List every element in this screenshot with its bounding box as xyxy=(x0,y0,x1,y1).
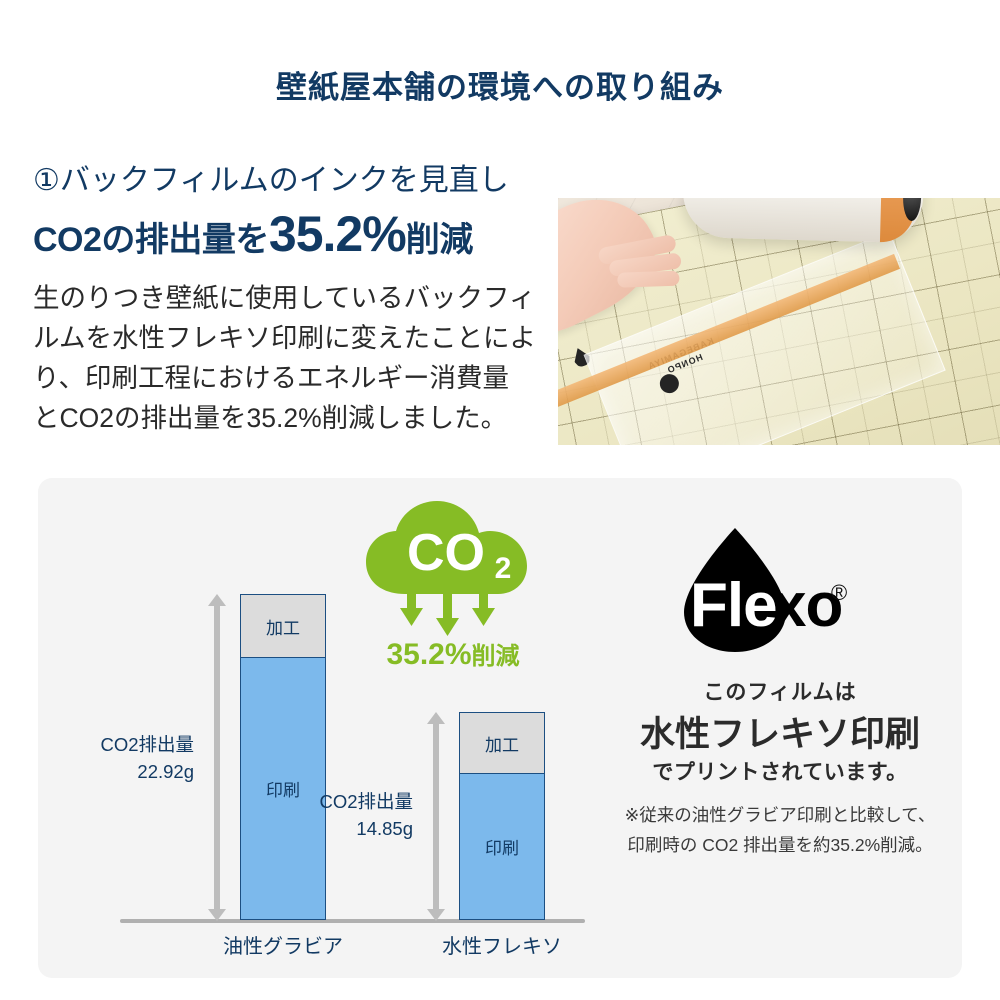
bar1-segment-printing: 印刷 xyxy=(241,658,325,919)
bar1-category-label: 油性グラビア xyxy=(223,936,343,958)
bar-oil-gravure: 加工 印刷 xyxy=(240,594,326,920)
co2-bar-chart: 加工 印刷 CO2排出量 22.92g 油性グラビア 加工 xyxy=(38,478,598,978)
intro-lead-line: ①バックフィルムのインクを見直し xyxy=(33,164,509,197)
bar-water-flexo: 加工 印刷 xyxy=(459,712,545,920)
bar2-emission-title: CO2排出量 xyxy=(319,791,413,812)
body-line-1: 生のりつき壁紙に使用しているバックフィ xyxy=(33,283,536,313)
bar2-segment-processing: 加工 xyxy=(460,713,544,774)
chart-baseline xyxy=(120,919,585,923)
co2-reduction-text: 35.2%削減 xyxy=(358,636,548,672)
bar1-segment-printing-label: 印刷 xyxy=(266,781,300,800)
bar2-segment-printing-label: 印刷 xyxy=(485,839,519,858)
comparison-panel: 加工 印刷 CO2排出量 22.92g 油性グラビア 加工 xyxy=(38,478,962,978)
bar2-emission-label: CO2排出量 14.85g xyxy=(285,788,413,842)
bar1-emission-title: CO2排出量 xyxy=(100,734,194,755)
arrow1-shaft xyxy=(214,604,220,911)
co2-reduction-value: 35.2% xyxy=(386,638,472,671)
co2-reduction-suffix: 削減 xyxy=(471,643,520,670)
arrow1-head-down xyxy=(208,909,226,921)
flexo-line-3: でプリントされています。 xyxy=(652,761,908,784)
co2-reduction-badge: CO 2 35.2%削減 xyxy=(358,496,548,681)
photo-wallpaper-roll xyxy=(682,198,925,244)
intro-headline: CO2の排出量を35.2%削減 xyxy=(33,205,473,263)
bar1-segment-processing-label: 加工 xyxy=(266,618,300,638)
photo-wallpaper-sheet: KABEGAMIYA HONPO xyxy=(558,198,1000,445)
svg-text:CO: CO xyxy=(407,524,485,582)
bar2-category-label: 水性フレキソ xyxy=(442,936,562,958)
flexo-line-2: 水性フレキソ印刷 xyxy=(639,715,920,754)
page-title: 壁紙屋本舗の環境への取り組み xyxy=(276,70,724,105)
flexo-note: ※従来の油性グラビア印刷と比較して、 印刷時の CO2 排出量を約35.2%削減… xyxy=(598,800,962,860)
wallpaper-photo: KABEGAMIYA HONPO xyxy=(558,198,1000,445)
svg-text:Fle: Fle xyxy=(690,571,777,640)
svg-text:2: 2 xyxy=(495,552,512,585)
bar2-segment-printing: 印刷 xyxy=(460,774,544,919)
body-line-4: とCO2の排出量を35.2%削減しました。 xyxy=(33,403,508,433)
arrow2-shaft xyxy=(433,722,439,911)
flexo-logo: Fle xo xyxy=(684,528,843,652)
headline-value: 35.2% xyxy=(268,206,407,262)
bar1-emission-value: 22.92g xyxy=(137,761,194,782)
svg-text:xo: xo xyxy=(772,571,842,640)
bar1-measure-arrow-icon xyxy=(208,594,226,921)
headline-suffix: 削減 xyxy=(405,221,474,259)
arrow2-head-up xyxy=(427,712,445,724)
body-line-2: ルムを水性フレキソ印刷に変えたことによ xyxy=(33,323,536,353)
bar2-emission-value: 14.85g xyxy=(356,818,413,839)
flexo-note-line-1: ※従来の油性グラビア印刷と比較して、 xyxy=(624,805,936,825)
bar1-segment-processing: 加工 xyxy=(241,595,325,658)
headline-prefix: CO2の排出量を xyxy=(33,221,269,259)
body-line-3: り、印刷工程におけるエネルギー消費量 xyxy=(33,363,509,393)
flexo-block: Fle xo ® このフィルムは 水性フレキソ印刷 でプリントされています。 ※… xyxy=(598,478,962,978)
intro-body-copy: 生のりつき壁紙に使用しているバックフィ ルムを水性フレキソ印刷に変えたことによ … xyxy=(33,278,543,438)
bar1-emission-label: CO2排出量 22.92g xyxy=(66,731,194,785)
photo-finger-3 xyxy=(617,270,680,288)
bar2-measure-arrow-icon xyxy=(427,712,445,921)
flexo-note-line-2: 印刷時の CO2 排出量を約35.2%削減。 xyxy=(627,835,933,855)
bar2-segment-processing-label: 加工 xyxy=(485,735,519,755)
flexo-line-1: このフィルムは xyxy=(703,681,857,704)
arrow1-head-up xyxy=(208,594,226,606)
co2-cloud-icon: CO 2 xyxy=(366,501,527,636)
arrow2-head-down xyxy=(427,909,445,921)
registered-mark-icon: ® xyxy=(831,580,848,605)
